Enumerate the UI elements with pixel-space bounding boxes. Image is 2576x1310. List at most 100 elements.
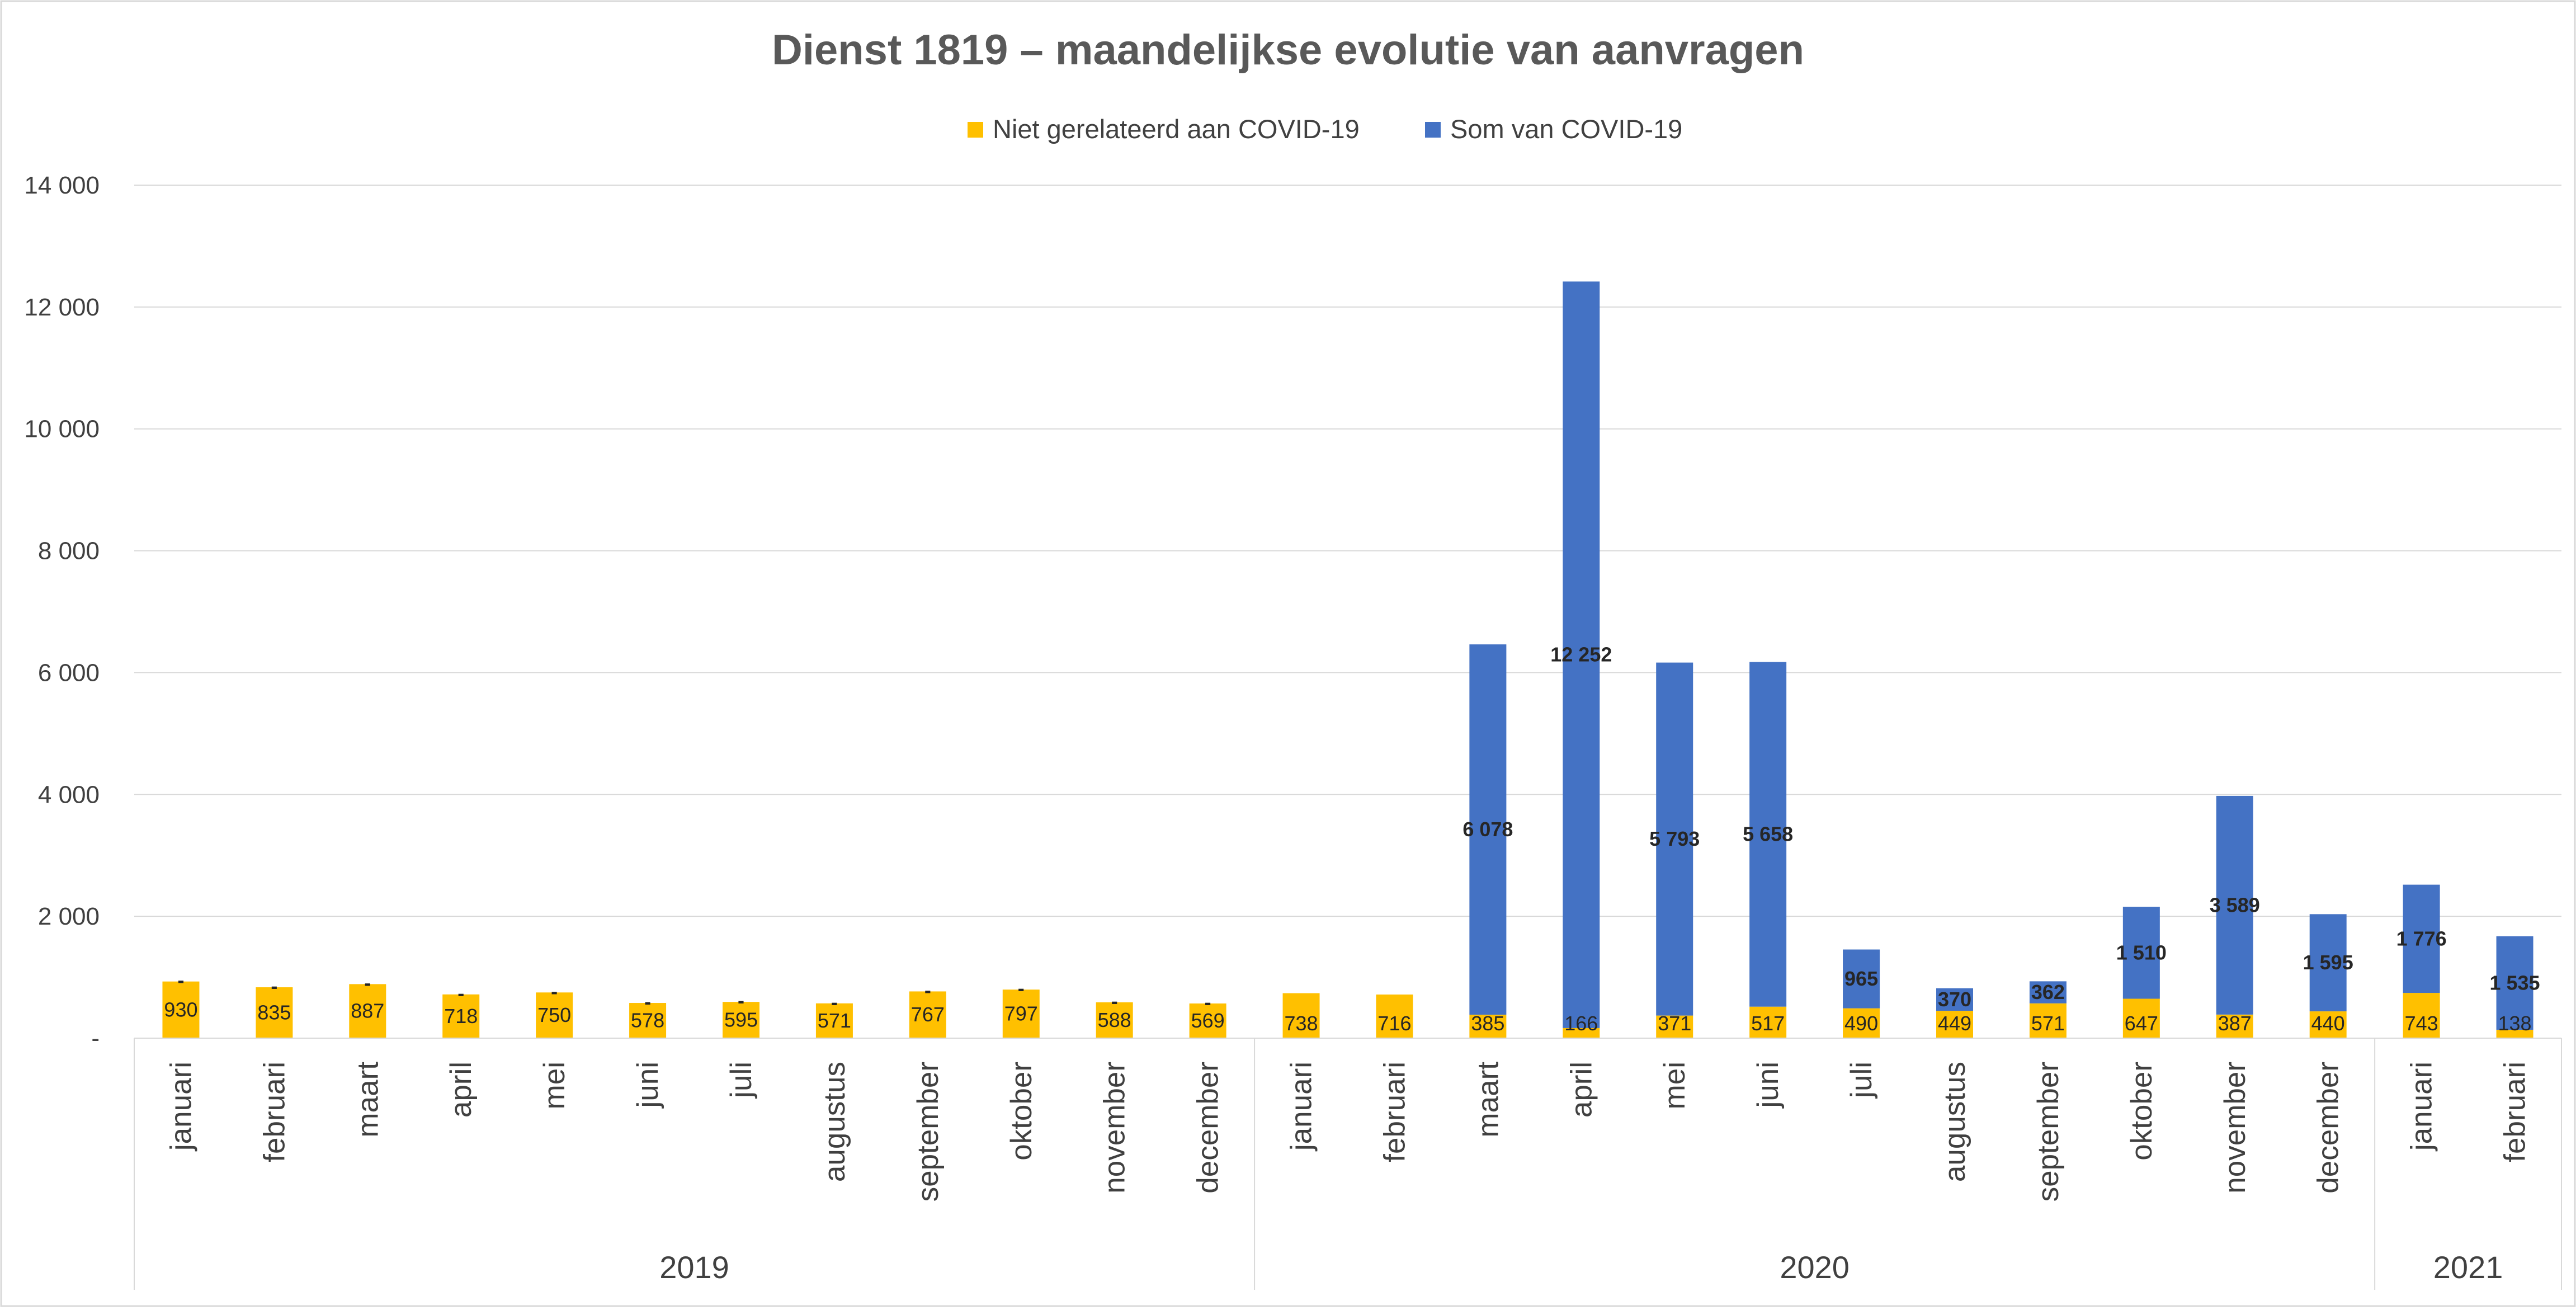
bar-niet-covid xyxy=(2309,1011,2347,1038)
data-label-niet-covid: 517 xyxy=(1751,1012,1785,1035)
x-tick-label: september xyxy=(912,1062,945,1201)
bar-niet-covid xyxy=(2122,998,2160,1038)
data-label-covid: 370 xyxy=(1938,988,1971,1011)
data-label-niet-covid: 385 xyxy=(1471,1012,1504,1035)
x-tick-label: april xyxy=(445,1062,478,1118)
legend-label: Som van COVID-19 xyxy=(1450,114,1682,144)
data-label-covid: - xyxy=(177,969,184,992)
data-label-covid: - xyxy=(1111,989,1118,1012)
x-tick-label: januari xyxy=(164,1062,197,1152)
y-tick-label: 14 000 xyxy=(24,172,100,199)
bar-niet-covid xyxy=(1843,1008,1880,1038)
bar-niet-covid xyxy=(909,991,946,1038)
data-label-niet-covid: 440 xyxy=(2311,1012,2345,1035)
data-label-covid: 362 xyxy=(2031,981,2065,1003)
bar-niet-covid xyxy=(2403,993,2440,1038)
data-label-niet-covid: 490 xyxy=(1844,1012,1878,1035)
data-label-covid: - xyxy=(831,991,838,1014)
data-label-covid: - xyxy=(738,989,744,1012)
x-tick-label: april xyxy=(1565,1062,1598,1118)
bar-niet-covid xyxy=(256,987,293,1038)
bar-niet-covid xyxy=(162,981,200,1038)
data-label-covid: - xyxy=(1018,977,1025,1000)
x-tick-label: augustus xyxy=(1938,1062,1971,1182)
bar-niet-covid xyxy=(536,992,573,1038)
x-axis: januari februari maart april mei juni juli augu… xyxy=(134,1038,2562,1290)
legend-label: Niet gerelateerd aan COVID-19 xyxy=(993,114,1360,144)
bar-niet-covid xyxy=(629,1003,667,1038)
bar-covid xyxy=(1843,949,1880,1009)
x-tick-label: juni xyxy=(1752,1062,1785,1109)
bar-covid xyxy=(1469,644,1507,1015)
legend-swatch xyxy=(1425,122,1441,138)
x-tick-label: augustus xyxy=(818,1062,851,1182)
data-label-niet-covid: 595 xyxy=(724,1009,758,1031)
data-label-niet-covid: 588 xyxy=(1098,1009,1131,1031)
data-label-niet-covid: 887 xyxy=(351,1000,384,1022)
x-tick-label: september xyxy=(2032,1062,2065,1201)
bar-covid xyxy=(2122,907,2160,999)
bar-covid xyxy=(2216,795,2253,1015)
data-label-covid: 5 793 xyxy=(1649,827,1700,850)
data-label-covid: 1 535 xyxy=(2489,971,2540,994)
bar-covid xyxy=(1749,662,1787,1007)
bar-niet-covid xyxy=(1282,993,1320,1038)
bar-niet-covid xyxy=(1096,1002,1133,1038)
data-label-covid: - xyxy=(457,982,464,1005)
bar-niet-covid xyxy=(723,1002,759,1038)
y-tick-label: 8 000 xyxy=(38,538,100,565)
bar-niet-covid xyxy=(1749,1006,1787,1038)
y-tick-label: 2 000 xyxy=(38,903,100,930)
bar-covid xyxy=(2496,936,2533,1030)
x-tick-label: januari xyxy=(1285,1062,1318,1152)
bar-covid xyxy=(2029,981,2067,1003)
data-label-niet-covid: 571 xyxy=(2031,1012,2065,1035)
x-tick-label: oktober xyxy=(2125,1062,2158,1161)
year-label: 2019 xyxy=(659,1250,729,1285)
bar-covid xyxy=(1563,281,1600,1028)
x-tick-label: januari xyxy=(2405,1062,2438,1152)
data-label-covid: - xyxy=(364,971,371,994)
x-tick-label: februari xyxy=(2499,1062,2532,1162)
data-label-covid: 1 776 xyxy=(2396,927,2447,950)
data-label-niet-covid: 835 xyxy=(257,1001,291,1024)
data-label-covid: 12 252 xyxy=(1550,643,1612,666)
data-label-covid: 5 658 xyxy=(1743,823,1793,846)
bar-niet-covid xyxy=(349,984,386,1038)
data-label-niet-covid: 166 xyxy=(1564,1012,1598,1035)
data-label-covid: 965 xyxy=(1844,967,1878,990)
data-label-covid: - xyxy=(551,979,558,1002)
bar-niet-covid xyxy=(2216,1014,2253,1038)
chart-title: Dienst 1819 – maandelijkse evolutie van … xyxy=(772,26,1804,74)
x-tick-label: maart xyxy=(1471,1062,1504,1138)
data-label-covid: - xyxy=(1205,991,1211,1014)
data-labels: 930-835-887-718-750-578-595-571-767-797-… xyxy=(164,643,2540,1035)
bar-niet-covid xyxy=(442,994,480,1038)
x-tick-label: juni xyxy=(631,1062,664,1109)
y-tick-label: 10 000 xyxy=(24,416,100,443)
data-label-covid: 1 595 xyxy=(2303,951,2353,974)
x-tick-label: december xyxy=(2312,1062,2345,1194)
y-axis: - 2 000 4 000 6 000 8 000 10 000 12 000 14 000 xyxy=(24,172,100,1052)
y-tick-label: 6 000 xyxy=(38,659,100,686)
bar-niet-covid xyxy=(1376,995,1413,1038)
y-tick-label: 4 000 xyxy=(38,781,100,808)
x-tick-label: november xyxy=(1098,1062,1131,1194)
data-label-niet-covid: 449 xyxy=(1938,1012,1971,1035)
bar-covid xyxy=(1936,988,1973,1011)
data-label-niet-covid: 578 xyxy=(631,1009,664,1032)
x-tick-label: mei xyxy=(538,1062,571,1109)
bar-niet-covid xyxy=(1189,1003,1226,1038)
data-label-covid: - xyxy=(271,974,277,997)
bar-covid xyxy=(2309,914,2347,1012)
bar-niet-covid xyxy=(2496,1029,2533,1038)
bar-niet-covid xyxy=(2029,1003,2067,1038)
data-label-covid: 6 078 xyxy=(1462,818,1513,841)
data-label-covid: - xyxy=(644,990,651,1013)
bar-niet-covid xyxy=(1656,1015,1693,1038)
data-label-covid: 1 510 xyxy=(2116,941,2167,964)
bar-niet-covid xyxy=(1469,1015,1507,1038)
data-label-niet-covid: 387 xyxy=(2218,1012,2252,1035)
year-label: 2021 xyxy=(2433,1250,2503,1285)
